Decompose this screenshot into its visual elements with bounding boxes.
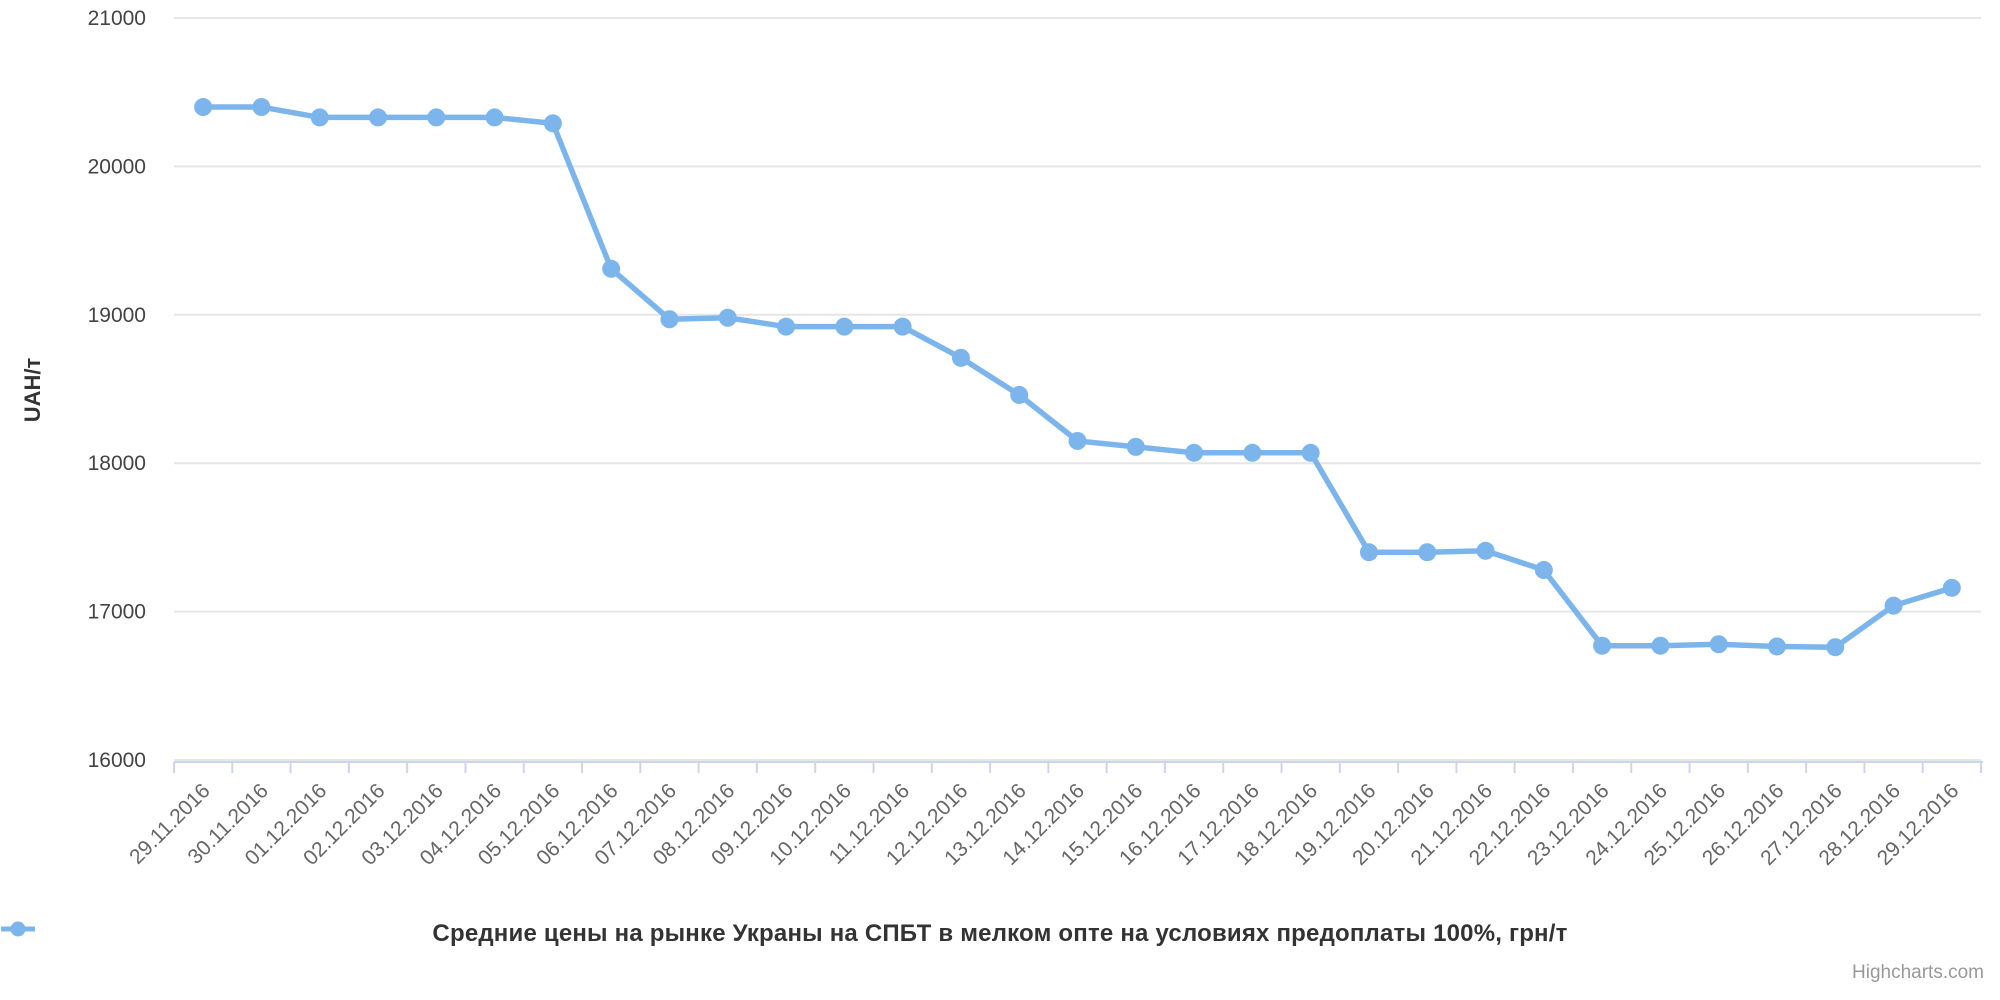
series-marker[interactable] — [777, 317, 796, 336]
series-marker[interactable] — [1359, 543, 1378, 562]
legend-label: Средние цены на рынке Украны на СПБТ в м… — [432, 920, 1568, 947]
series-marker[interactable] — [310, 108, 329, 127]
highcharts-credits-link[interactable]: Highcharts.com — [1852, 962, 1984, 983]
series-marker[interactable] — [1476, 541, 1495, 560]
series-marker[interactable] — [369, 108, 388, 127]
series-marker[interactable] — [1010, 385, 1029, 404]
y-axis-tick-label: 19000 — [88, 304, 146, 327]
series-marker[interactable] — [893, 317, 912, 336]
series-marker[interactable] — [1418, 543, 1437, 562]
series-line[interactable] — [200, 104, 1955, 650]
series-marker[interactable] — [602, 259, 621, 278]
series-marker[interactable] — [718, 308, 737, 327]
series-marker[interactable] — [1534, 561, 1553, 580]
y-axis-title: UAH/т — [20, 358, 45, 423]
series-marker[interactable] — [485, 108, 504, 127]
series-marker[interactable] — [1593, 636, 1612, 655]
y-axis-tick-label: 21000 — [88, 7, 146, 30]
series-marker[interactable] — [1651, 636, 1670, 655]
y-axis-tick-label: 20000 — [88, 155, 146, 178]
legend-item-series[interactable]: Средние цены на рынке Украны на СПБТ в м… — [1, 920, 1568, 948]
series-marker[interactable] — [194, 98, 213, 117]
series-marker[interactable] — [951, 348, 970, 367]
series-marker[interactable] — [1826, 638, 1845, 657]
series-marker[interactable] — [1068, 431, 1087, 450]
series-marker[interactable] — [1709, 635, 1728, 654]
series-marker[interactable] — [1942, 578, 1961, 597]
series-marker[interactable] — [252, 98, 271, 117]
series-marker[interactable] — [1301, 443, 1320, 462]
legend: Средние цены на рынке Украны на СПБТ в м… — [0, 920, 2000, 948]
series-marker[interactable] — [1767, 637, 1786, 656]
y-axis-tick-label: 16000 — [88, 749, 146, 772]
y-axis-tick-label: 18000 — [88, 452, 146, 475]
series-marker[interactable] — [1185, 443, 1204, 462]
series-marker[interactable] — [660, 310, 679, 329]
series-marker[interactable] — [835, 317, 854, 336]
legend-line-marker-icon — [1, 921, 35, 937]
y-axis-tick-label: 17000 — [88, 601, 146, 624]
series-marker[interactable] — [543, 114, 562, 133]
series-marker[interactable] — [1884, 596, 1903, 615]
series-marker[interactable] — [1243, 443, 1262, 462]
series-marker[interactable] — [1126, 437, 1145, 456]
series-marker[interactable] — [427, 108, 446, 127]
